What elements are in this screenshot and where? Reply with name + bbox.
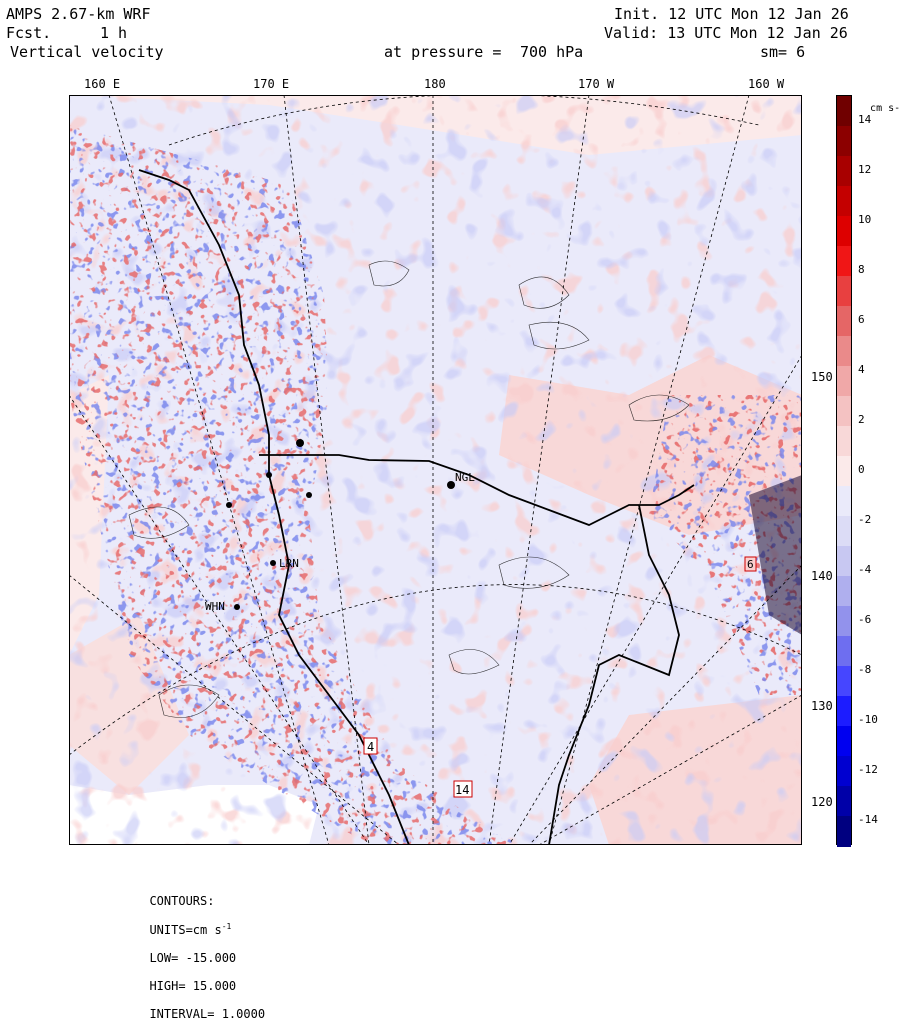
colorbar-tick-label: -12 (858, 763, 878, 776)
pressure-label: at pressure = (384, 43, 502, 61)
lon-label-180: 180 (424, 77, 446, 91)
colorbar-segment (837, 786, 851, 817)
smoothing-value: sm= 6 (760, 43, 806, 61)
colorbar-segment (837, 456, 851, 487)
field-name: Vertical velocity (10, 43, 164, 61)
high-value: HIGH= 15.000 (149, 979, 237, 993)
init-time: Init. 12 UTC Mon 12 Jan 26 (614, 5, 849, 23)
colorbar-tick-label: -2 (858, 513, 872, 526)
lon-label-170e: 170 E (253, 77, 290, 91)
pressure-value: 700 hPa (520, 43, 584, 61)
colorbar-tick-label: -10 (858, 713, 878, 726)
colorbar-segment (837, 216, 851, 247)
colorbar-segment (837, 666, 851, 697)
valid-time: Valid: 13 UTC Mon 12 Jan 26 (604, 24, 848, 42)
colorbar-segment (837, 756, 851, 787)
forecast-value: 1 h (100, 24, 128, 42)
colorbar-units: cm s-1 (870, 103, 900, 114)
colorbar-segment (837, 186, 851, 217)
colorbar-tick-label: 8 (858, 263, 865, 276)
value-box-6: 6 (747, 558, 754, 571)
colorbar (836, 95, 852, 847)
colorbar-tick-label: -4 (858, 563, 872, 576)
value-box-14: 14 (455, 783, 469, 797)
colorbar-tick-label: 4 (858, 363, 865, 376)
colorbar-tick-label: 0 (858, 463, 865, 476)
colorbar-tick-label: -14 (858, 813, 878, 826)
interval-value: INTERVAL= 1.0000 (149, 1007, 266, 1021)
colorbar-segment (837, 366, 851, 397)
colorbar-segment (837, 636, 851, 667)
colorbar-segment (837, 816, 851, 847)
footer-contours: CONTOURS: UNITS=cm s-1 LOW= -15.000 HIGH… (135, 880, 265, 1021)
colorbar-tick-label: 6 (858, 313, 865, 326)
colorbar-segment (837, 156, 851, 187)
colorbar-segment (837, 96, 851, 127)
station-ngl: NGL (455, 471, 475, 484)
colorbar-tick-label: 2 (858, 413, 865, 426)
colorbar-segment (837, 546, 851, 577)
colorbar-segment (837, 396, 851, 427)
lon-label-160w: 160 W (748, 77, 785, 91)
colorbar-segment (837, 306, 851, 337)
model-title: AMPS 2.67-km WRF (6, 5, 151, 23)
units-exponent: -1 (221, 922, 232, 931)
colorbar-tick-label: 14 (858, 113, 872, 126)
colorbar-segment (837, 126, 851, 157)
colorbar-segment (837, 336, 851, 367)
colorbar-segment (837, 276, 851, 307)
colorbar-tick-label: -8 (858, 663, 872, 676)
colorbar-segment (837, 486, 851, 517)
colorbar-segment (837, 606, 851, 637)
contours-label: CONTOURS: (149, 894, 215, 908)
lon-label-170w: 170 W (578, 77, 615, 91)
station-lrn: LRN (279, 557, 299, 570)
colorbar-tick-label: 10 (858, 213, 872, 226)
colorbar-segment (837, 516, 851, 547)
colorbar-segment (837, 696, 851, 727)
colorbar-segment (837, 726, 851, 757)
colorbar-segment (837, 246, 851, 277)
colorbar-segment (837, 426, 851, 457)
low-value: LOW= -15.000 (149, 951, 237, 965)
colorbar-tick-label: 12 (858, 163, 872, 176)
station-whn: WHN (205, 600, 225, 613)
units-label: UNITS=cm s (149, 923, 222, 937)
value-box-4: 4 (367, 740, 374, 754)
vertical-velocity-map: NGL LRN WHN 4 14 6 (69, 95, 802, 845)
forecast-label: Fcst. (6, 24, 52, 42)
colorbar-segment (837, 576, 851, 607)
colorbar-tick-label: -6 (858, 613, 872, 626)
lon-label-160e: 160 E (84, 77, 121, 91)
